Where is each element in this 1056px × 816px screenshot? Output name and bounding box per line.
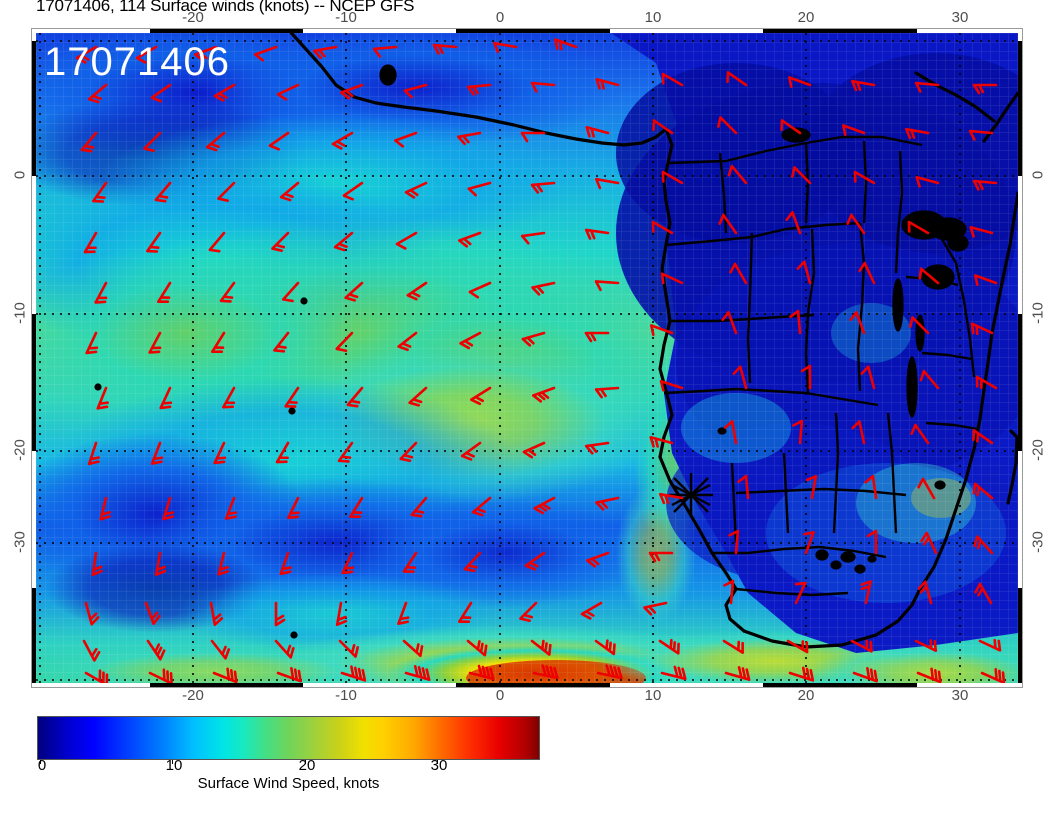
frame-tick: [1018, 41, 1023, 176]
station-marker[interactable]: [669, 473, 713, 517]
y-tick-left-0: 0: [11, 170, 29, 180]
frame-tick: [456, 683, 610, 688]
y-tick-right-3: -30: [1029, 531, 1047, 553]
frame-tick: [150, 683, 303, 688]
x-tick-bottom-5: 30: [951, 687, 969, 704]
frame-tick: [31, 314, 36, 451]
colorbar-label-0: 0: [37, 757, 47, 774]
colorbar-tick: [305, 760, 306, 764]
colorbar-title: Surface Wind Speed, knots: [197, 775, 380, 792]
x-tick-top-0: -20: [182, 9, 204, 26]
colorbar-gradient: [37, 716, 540, 760]
coastlines: [289, 33, 1018, 649]
page-title: 17071406, 114 Surface winds (knots) -- N…: [36, 0, 415, 15]
y-tick-right-0: 0: [1029, 170, 1047, 180]
map-canvas[interactable]: [36, 33, 1018, 683]
x-tick-bottom-1: -10: [335, 687, 357, 704]
colorbar-label-3: 30: [430, 757, 448, 774]
map-content: [36, 33, 1018, 683]
x-tick-top-3: 10: [644, 9, 662, 26]
x-tick-bottom-0: -20: [182, 687, 204, 704]
frame-tick: [31, 588, 36, 683]
map-panel[interactable]: 17071406: [31, 28, 1023, 688]
colorbar-tick: [437, 760, 438, 764]
colorbar: [37, 716, 540, 764]
colorbar-tick: [172, 760, 173, 764]
x-tick-top-2: 0: [495, 9, 505, 26]
colorbar-label-2: 20: [298, 757, 316, 774]
x-tick-top-5: 30: [951, 9, 969, 26]
frame-tick: [763, 683, 917, 688]
x-tick-bottom-3: 10: [644, 687, 662, 704]
x-tick-top-1: -10: [335, 9, 357, 26]
map-svg: [36, 33, 1018, 683]
y-tick-right-1: -10: [1029, 302, 1047, 324]
colorbar-tick: [40, 760, 41, 764]
x-tick-bottom-2: 0: [495, 687, 505, 704]
y-tick-left-3: -30: [11, 531, 29, 553]
wind-barb-field: [75, 38, 1006, 683]
colorbar-label-1: 10: [165, 757, 183, 774]
frame-tick: [763, 28, 917, 33]
y-tick-left-1: -10: [11, 302, 29, 324]
frame-tick: [150, 28, 303, 33]
y-tick-left-2: -20: [11, 439, 29, 461]
frame-tick: [456, 28, 610, 33]
x-tick-bottom-4: 20: [797, 687, 815, 704]
country-borders: [663, 135, 979, 597]
frame-tick: [1018, 588, 1023, 683]
x-tick-top-4: 20: [797, 9, 815, 26]
y-tick-right-2: -20: [1029, 439, 1047, 461]
frame-tick: [31, 41, 36, 176]
frame-tick: [1018, 314, 1023, 451]
date-stamp-overlay: 17071406: [44, 40, 230, 84]
